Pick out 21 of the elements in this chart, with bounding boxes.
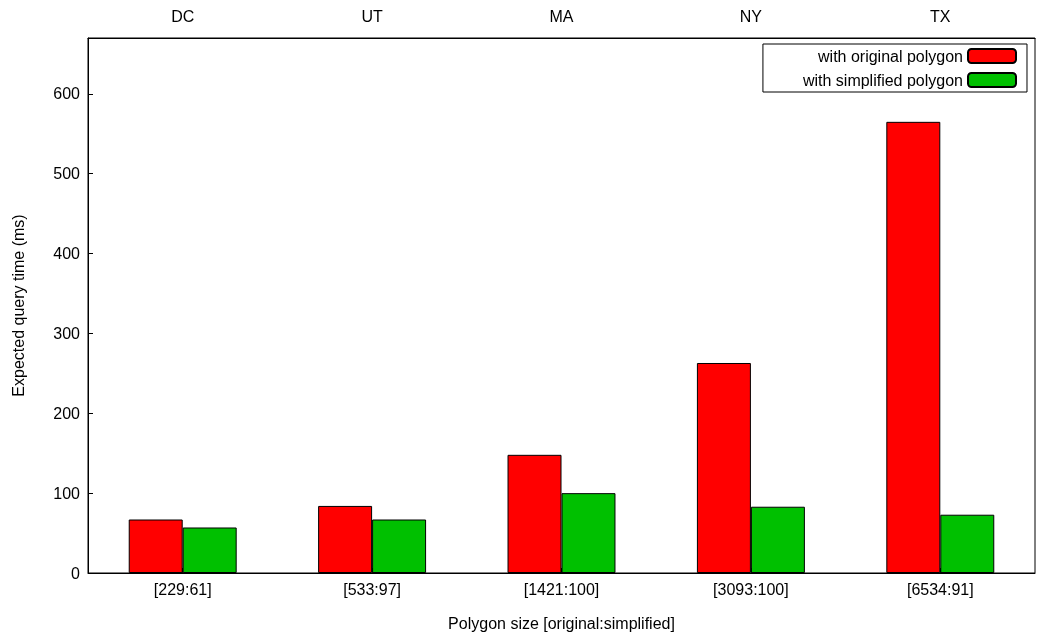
text: DC (171, 7, 195, 25)
text: NY (739, 7, 763, 25)
x-axis-title: Polygon size [original:simplified] (448, 614, 675, 632)
x-tick-label: [229:61] (153, 580, 212, 598)
text: TX (930, 7, 951, 25)
y-tick-label: 100 (53, 484, 81, 502)
text: UT (361, 7, 383, 25)
y-tick-label: 600 (53, 85, 81, 103)
x-tick-label: [533:97] (343, 580, 402, 598)
y-tick-label: 500 (53, 165, 81, 183)
y-tick-label: 200 (53, 404, 81, 422)
y-tick-label: 400 (53, 245, 81, 263)
x-tick-label: [1421:100] (523, 580, 600, 598)
y-tick-label: 300 (53, 324, 81, 342)
legend-label: with original polygon (817, 47, 963, 65)
x-tick-label: [6534:91] (906, 580, 974, 598)
y-axis-title: Expected query time (ms) (9, 214, 27, 397)
text: MA (549, 7, 574, 25)
legend-label: with simplified polygon (801, 71, 963, 89)
y-tick-label: 0 (71, 564, 81, 582)
x-tick-label: [3093:100] (713, 580, 789, 598)
